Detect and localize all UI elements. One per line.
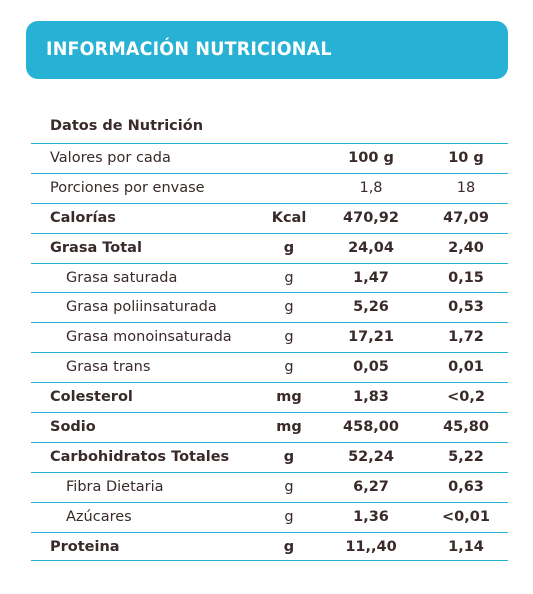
row-label: Proteina [50,538,120,555]
row-label: Colesterol [50,389,133,406]
value-per-100g: 6,27 [353,478,389,495]
value-per-10g: 2,40 [448,239,484,256]
value-per-100g: 11,,40 [345,538,397,555]
row-label: Fibra Dietaria [66,478,164,495]
row-label: Carbohidratos Totales [50,448,230,465]
row-label: Sodio [50,419,96,436]
value-per-10g: 0,15 [448,269,484,286]
value-per-100g: 1,8 [359,179,383,196]
table-row-serving-basis: Valores por cada 100 g 10 g [31,143,508,173]
table-row-dietary-fiber: Fibra Dietaria g 6,27 0,63 [31,471,508,502]
value-per-100g: 1,47 [353,269,389,286]
value-per-100g: 52,24 [348,448,394,465]
value-per-10g: <0,01 [442,508,490,525]
table-row-servings-per-package: Porciones por envase 1,8 18 [31,172,508,203]
value-per-10g: 10 g [448,150,484,166]
page-title: INFORMACIÓN NUTRICIONAL [46,38,332,60]
value-per-100g: 1,36 [353,508,389,525]
row-unit: g [283,538,295,555]
table-row-saturated-fat: Grasa saturada g 1,47 0,15 [31,262,508,293]
row-unit: mg [276,389,302,406]
value-per-10g: 47,09 [443,209,489,226]
row-unit: g [284,299,294,316]
value-per-10g: 0,63 [448,478,484,495]
value-per-100g: 470,92 [343,209,399,226]
row-unit: g [284,508,294,525]
row-unit: g [284,269,294,286]
table-title: Datos de Nutrición [50,118,204,134]
row-label: Azúcares [66,508,132,525]
row-unit: g [284,478,294,495]
table-row-calories: Calorías Kcal 470,92 47,09 [31,202,508,233]
nutrition-table: Valores por cada 100 g 10 g Porciones po… [31,143,508,562]
row-label: Valores por cada [50,150,171,166]
value-per-10g: 1,72 [448,329,484,346]
value-per-10g: 0,01 [448,359,484,376]
row-label: Calorías [50,209,116,226]
table-row-cholesterol: Colesterol mg 1,83 <0,2 [31,382,508,412]
table-row-sugars: Azúcares g 1,36 <0,01 [31,501,508,532]
row-label: Grasa poliinsaturada [66,299,217,316]
value-per-100g: 24,04 [348,239,394,256]
value-per-10g: <0,2 [447,389,485,406]
value-per-10g: 18 [456,179,476,196]
row-label: Porciones por envase [50,179,205,196]
table-row-sodium: Sodio mg 458,00 45,80 [31,412,508,442]
row-label: Grasa saturada [66,269,178,286]
value-per-100g: 5,26 [353,299,389,316]
value-per-100g: 100 g [348,150,394,166]
row-unit: g [284,359,294,376]
row-unit: g [283,448,295,465]
table-row-polyunsaturated-fat: Grasa poliinsaturada g 5,26 0,53 [31,292,508,322]
row-label: Grasa Total [50,239,142,256]
table-row-protein: Proteina g 11,,40 1,14 [31,531,508,562]
table-row-total-fat: Grasa Total g 24,04 2,40 [31,232,508,263]
row-label: Grasa trans [66,359,151,376]
value-per-10g: 45,80 [443,419,489,436]
value-per-100g: 458,00 [343,419,399,436]
value-per-10g: 5,22 [448,448,484,465]
table-row-total-carbohydrates: Carbohidratos Totales g 52,24 5,22 [31,441,508,472]
table-row-trans-fat: Grasa trans g 0,05 0,01 [31,352,508,382]
row-unit: mg [276,419,302,436]
row-unit: g [284,329,294,346]
row-unit: g [283,239,295,256]
value-per-10g: 0,53 [448,299,484,316]
header-banner: INFORMACIÓN NUTRICIONAL [26,21,508,79]
value-per-100g: 0,05 [353,359,389,376]
value-per-100g: 17,21 [348,329,394,346]
row-unit: Kcal [271,209,307,226]
value-per-10g: 1,14 [448,538,484,555]
table-row-monounsaturated-fat: Grasa monoinsaturada g 17,21 1,72 [31,322,508,352]
value-per-100g: 1,83 [353,389,389,406]
row-label: Grasa monoinsaturada [66,329,232,346]
